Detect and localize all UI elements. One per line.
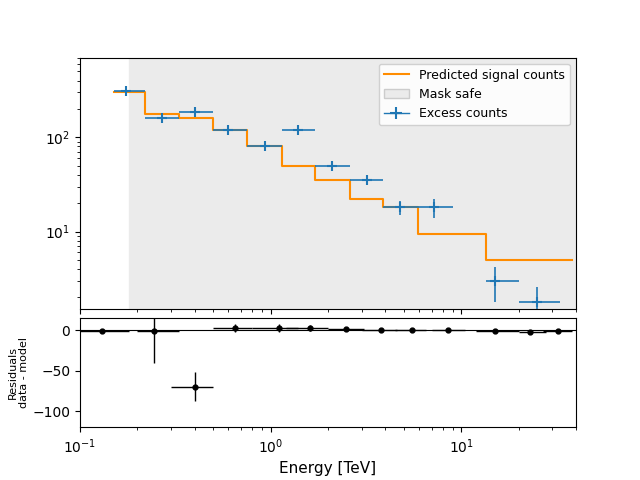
X-axis label: Energy [TeV]: Energy [TeV] <box>280 461 376 476</box>
Bar <box>129 58 576 309</box>
Y-axis label: Residuals
data - model: Residuals data - model <box>8 337 29 408</box>
Legend: Predicted signal counts, Mask safe, Excess counts: Predicted signal counts, Mask safe, Exce… <box>379 64 570 125</box>
